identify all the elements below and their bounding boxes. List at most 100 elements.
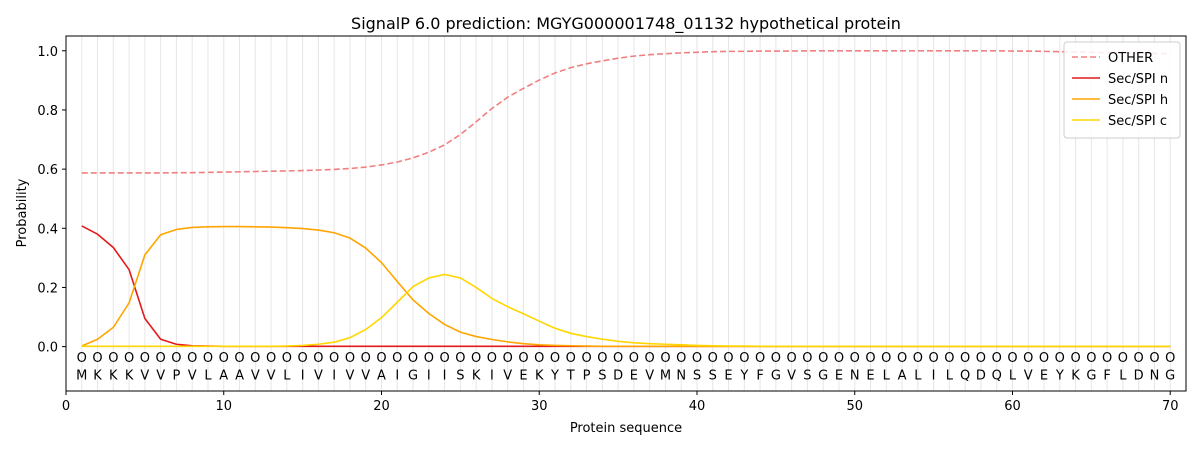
position-marker: O bbox=[1070, 351, 1080, 366]
sequence-letter: K bbox=[1071, 369, 1080, 384]
position-marker: O bbox=[818, 351, 828, 366]
series-line-sec-spi-h bbox=[81, 225, 1171, 348]
position-marker: O bbox=[455, 351, 465, 366]
chart-title: SignalP 6.0 prediction: MGYG000001748_01… bbox=[351, 14, 901, 34]
sequence-letter: V bbox=[188, 369, 197, 384]
position-marker: O bbox=[1039, 351, 1049, 366]
position-marker: O bbox=[802, 351, 812, 366]
position-marker: O bbox=[1134, 351, 1144, 366]
position-marker: O bbox=[897, 351, 907, 366]
sequence-letter: K bbox=[472, 369, 481, 384]
position-marker: O bbox=[1165, 351, 1175, 366]
sequence-letter: S bbox=[598, 369, 606, 384]
position-marker: O bbox=[92, 351, 102, 366]
position-marker: O bbox=[834, 351, 844, 366]
position-marker: O bbox=[613, 351, 623, 366]
sequence-letter: K bbox=[535, 369, 544, 384]
y-tick-label: 1.0 bbox=[37, 45, 58, 60]
sequence-letter: I bbox=[332, 369, 336, 384]
position-marker: O bbox=[503, 351, 513, 366]
legend-label: OTHER bbox=[1108, 51, 1153, 66]
sequence-letter: V bbox=[645, 369, 654, 384]
sequence-letter: S bbox=[456, 369, 464, 384]
sequence-letter: A bbox=[377, 369, 386, 384]
position-marker: O bbox=[439, 351, 449, 366]
x-tick-label: 60 bbox=[1004, 399, 1021, 414]
sequence-letter: V bbox=[156, 369, 165, 384]
x-tick-label: 20 bbox=[373, 399, 390, 414]
sequence-letter: A bbox=[219, 369, 228, 384]
plot-frame bbox=[65, 35, 1187, 392]
sequence-letter: G bbox=[408, 369, 418, 384]
sequence-letter: I bbox=[443, 369, 447, 384]
sequence-letter: E bbox=[866, 369, 874, 384]
position-marker: O bbox=[266, 351, 276, 366]
sequence-letter: V bbox=[140, 369, 149, 384]
position-marker: O bbox=[865, 351, 875, 366]
position-marker: O bbox=[1023, 351, 1033, 366]
sequence-letter: V bbox=[251, 369, 260, 384]
sequence-letter: L bbox=[914, 369, 922, 384]
position-marker: O bbox=[692, 351, 702, 366]
position-marker: O bbox=[171, 351, 181, 366]
position-marker: O bbox=[629, 351, 639, 366]
position-marker: O bbox=[723, 351, 733, 366]
x-tick-label: 50 bbox=[846, 399, 863, 414]
sequence-letter: K bbox=[125, 369, 134, 384]
sequence-letter: T bbox=[566, 369, 575, 384]
position-marker: O bbox=[487, 351, 497, 366]
sequence-letter: M bbox=[660, 369, 671, 384]
position-marker: O bbox=[424, 351, 434, 366]
sequence-letter: E bbox=[519, 369, 527, 384]
position-marker: O bbox=[755, 351, 765, 366]
sequence-letter: K bbox=[109, 369, 118, 384]
sequence-letter: F bbox=[756, 369, 763, 384]
sequence-letter: P bbox=[583, 369, 591, 384]
sequence-letter: S bbox=[803, 369, 811, 384]
sequence-letter: I bbox=[932, 369, 936, 384]
sequence-letter: D bbox=[613, 369, 623, 384]
legend-label: Sec/SPI c bbox=[1108, 114, 1167, 129]
position-marker: O bbox=[566, 351, 576, 366]
sequence-letter: V bbox=[787, 369, 796, 384]
y-axis-ticks: 0.0 0.2 0.4 0.6 0.8 1.0 bbox=[37, 45, 66, 356]
position-marker: O bbox=[850, 351, 860, 366]
y-tick-label: 0.8 bbox=[37, 104, 58, 119]
sequence-letter: G bbox=[771, 369, 781, 384]
sequence-letter: G bbox=[1165, 369, 1175, 384]
position-marker: O bbox=[992, 351, 1002, 366]
sequence-letter: F bbox=[1103, 369, 1110, 384]
sequence-letter: N bbox=[1150, 369, 1160, 384]
sequence-letter: I bbox=[427, 369, 431, 384]
sequence-letter: E bbox=[835, 369, 843, 384]
position-marker: O bbox=[708, 351, 718, 366]
sequence-letter: Q bbox=[992, 369, 1002, 384]
sequence-letter: K bbox=[93, 369, 102, 384]
series-line-sec-spi-c bbox=[81, 273, 1171, 348]
sequence-letter: L bbox=[283, 369, 291, 384]
sequence-letter: V bbox=[345, 369, 354, 384]
sequence-letter: D bbox=[976, 369, 986, 384]
position-marker: O bbox=[329, 351, 339, 366]
position-marker: O bbox=[518, 351, 528, 366]
position-marker: O bbox=[676, 351, 686, 366]
sequence-letter: Y bbox=[739, 369, 748, 384]
position-marker: O bbox=[771, 351, 781, 366]
x-axis-label: Protein sequence bbox=[570, 421, 682, 436]
position-marker: O bbox=[77, 351, 87, 366]
sequence-letter: V bbox=[314, 369, 323, 384]
sequence-letter: V bbox=[1024, 369, 1033, 384]
sequence-letter: L bbox=[1119, 369, 1127, 384]
sequence-letter: L bbox=[1009, 369, 1017, 384]
position-marker: O bbox=[928, 351, 938, 366]
position-marker: O bbox=[282, 351, 292, 366]
position-marker: O bbox=[1086, 351, 1096, 366]
sequence-letter: Y bbox=[1055, 369, 1064, 384]
sequence-letter: L bbox=[204, 369, 212, 384]
series-line-other bbox=[81, 49, 1171, 174]
sequence-letter: Q bbox=[960, 369, 970, 384]
y-tick-label: 0.2 bbox=[37, 281, 58, 296]
sequence-letter: V bbox=[267, 369, 276, 384]
